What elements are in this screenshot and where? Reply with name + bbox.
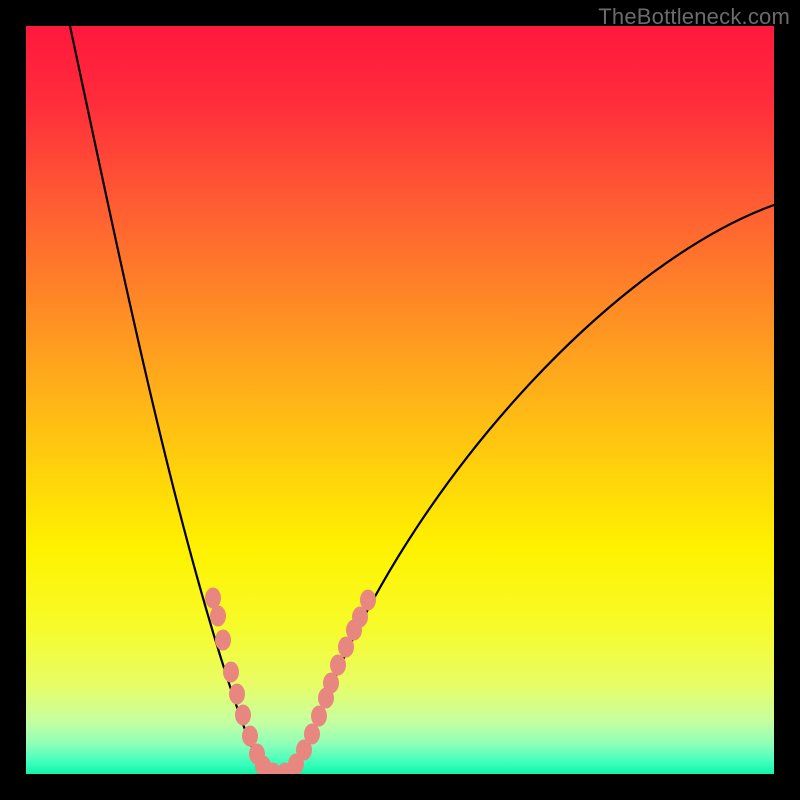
chart-svg [0, 0, 800, 800]
curve-marker-left [215, 630, 231, 651]
curve-marker-right [323, 673, 339, 694]
curve-marker-right [304, 724, 320, 745]
curve-marker-left [229, 684, 245, 705]
chart-background [26, 26, 774, 774]
bottleneck-chart: TheBottleneck.com [0, 0, 800, 800]
curve-marker-left [223, 662, 239, 683]
curve-marker-right [360, 590, 376, 611]
curve-marker-left [242, 726, 258, 747]
curve-marker-left [205, 588, 221, 609]
curve-marker-left [210, 606, 226, 627]
curve-marker-left [235, 705, 251, 726]
curve-marker-right [311, 706, 327, 727]
curve-marker-right [330, 655, 346, 676]
